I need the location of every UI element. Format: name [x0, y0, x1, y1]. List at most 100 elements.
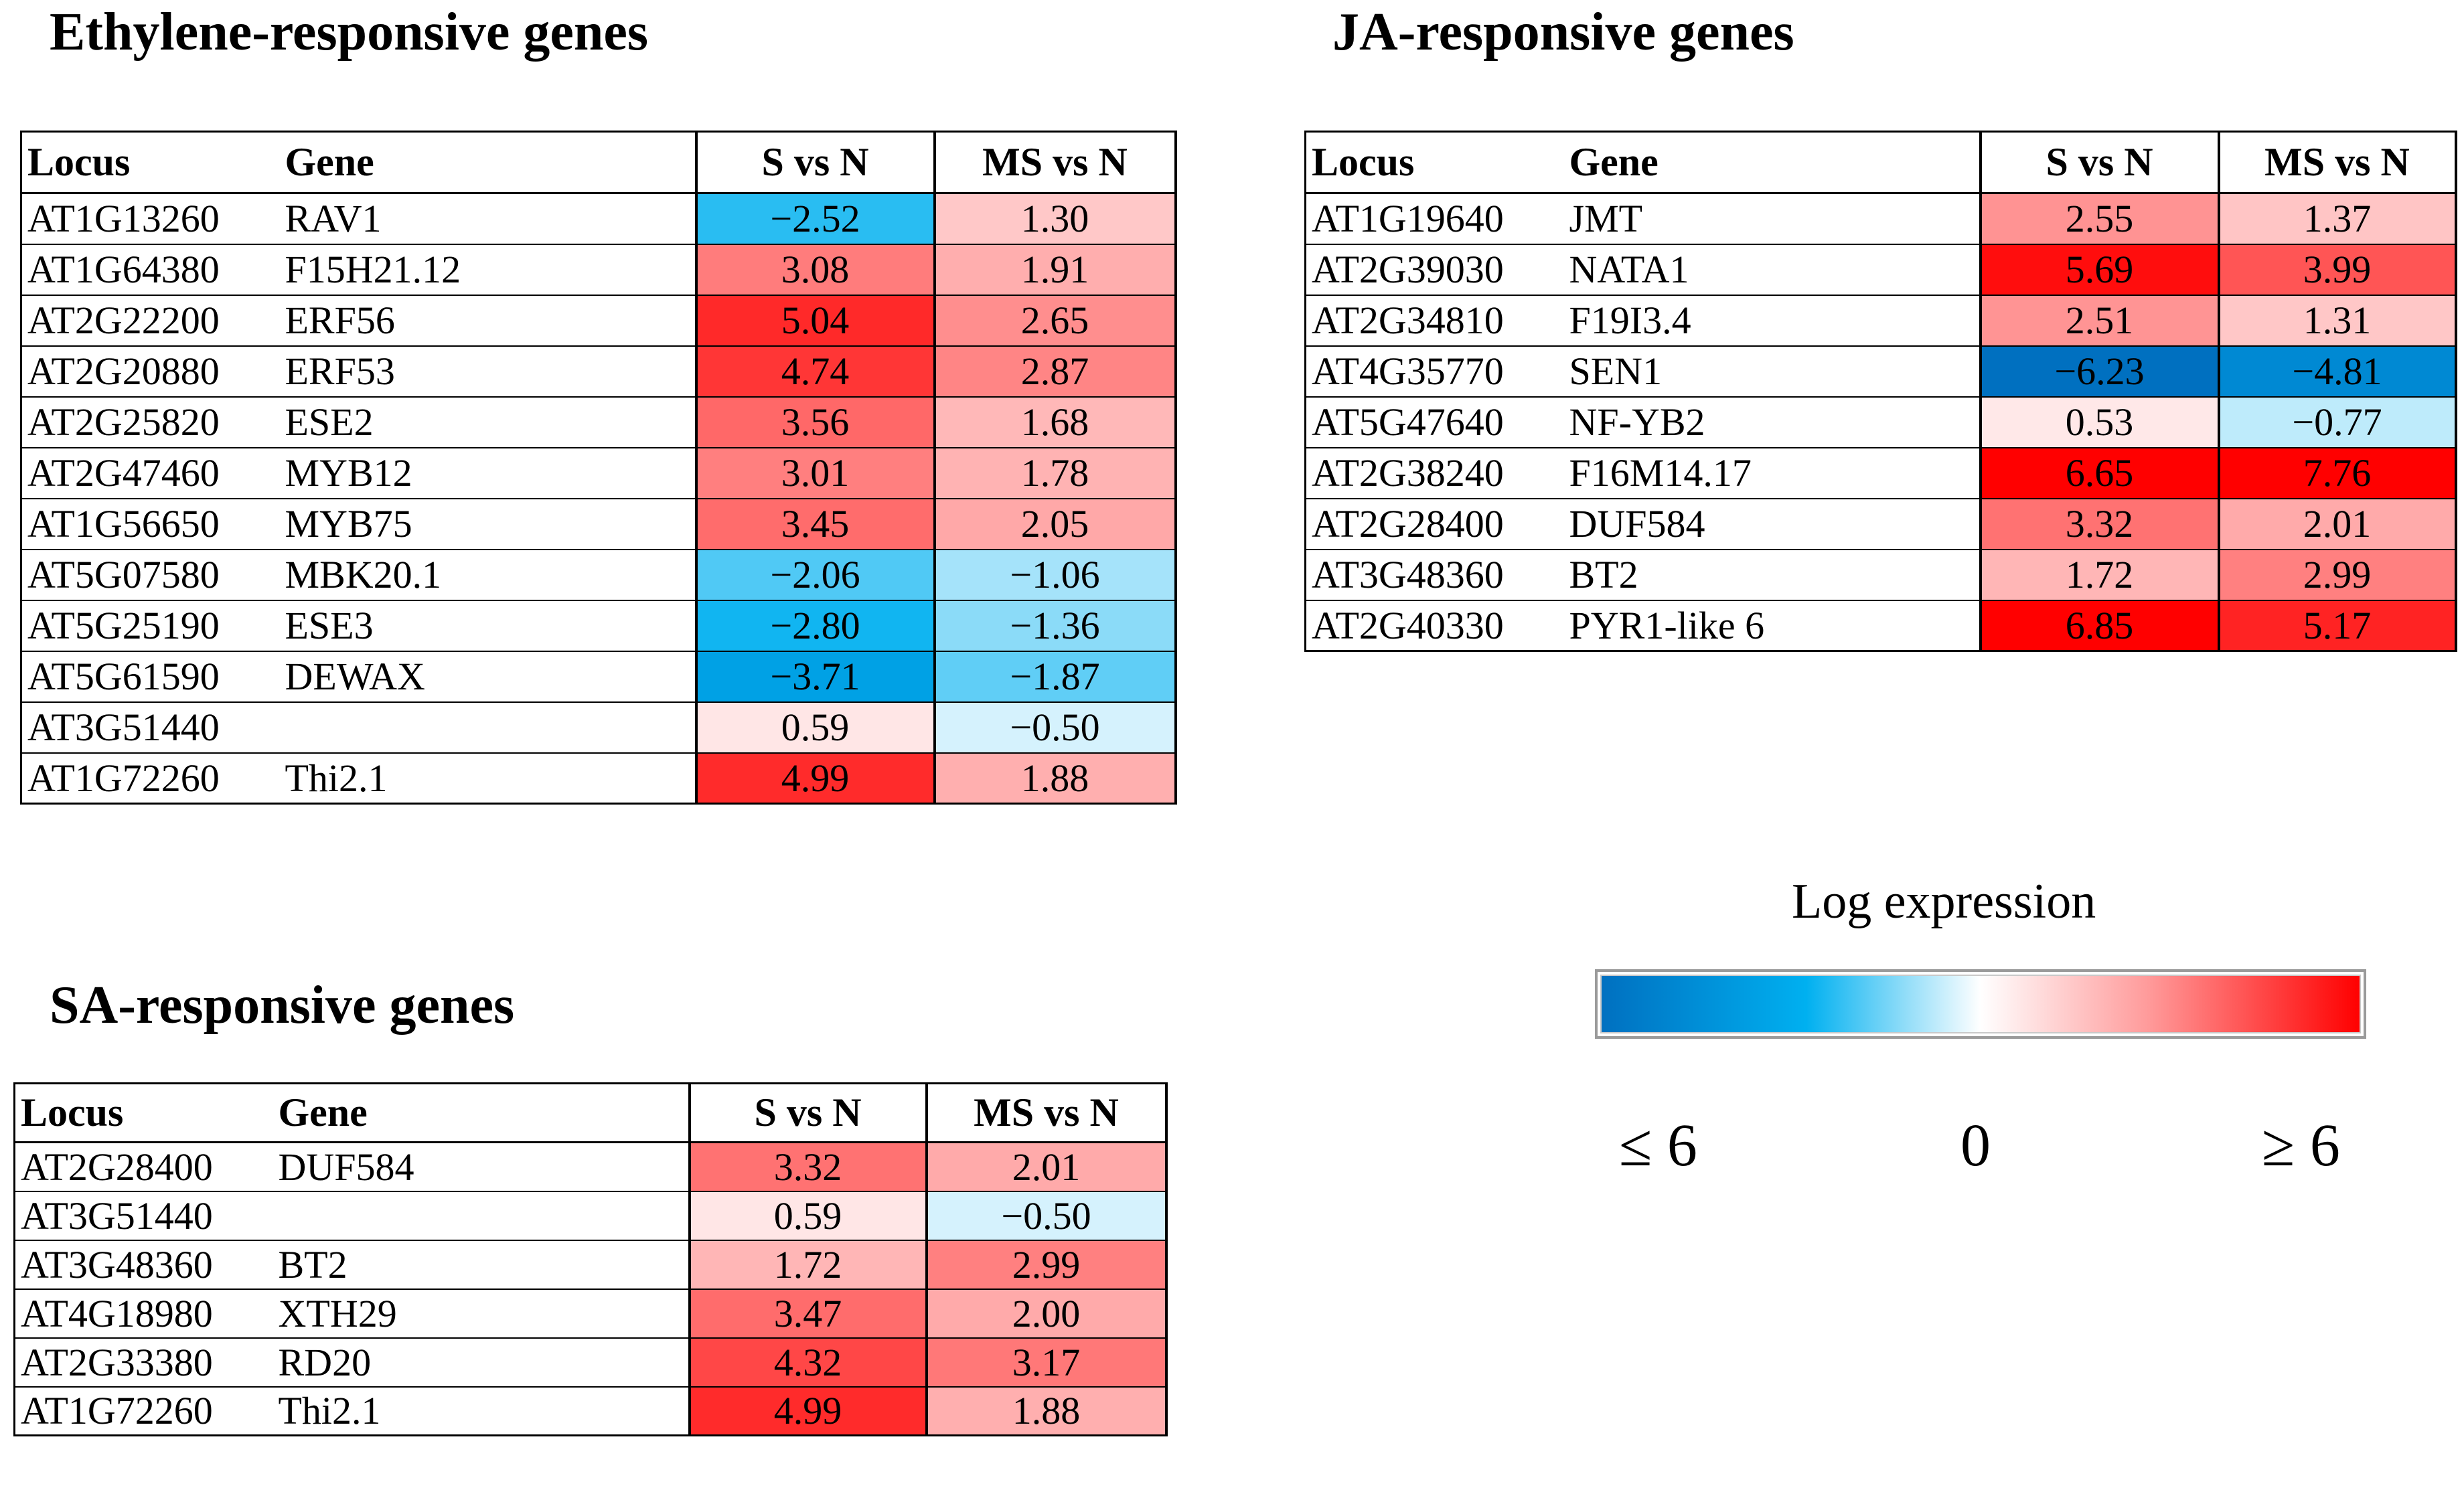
legend-mid-label: 0 — [1960, 1112, 1991, 1179]
legend-title: Log expression — [1792, 874, 2096, 929]
column-header-gene: Gene — [273, 1082, 690, 1143]
heat-cell-s-vs-n: −3.71 — [694, 651, 935, 703]
column-header-ms-vs-n: MS vs N — [925, 1082, 1168, 1143]
table-row: AT3G51440 0.59 −0.50 — [13, 1191, 1168, 1241]
table-row: AT2G40330 PYR1-like 6 6.85 5.17 — [1304, 600, 2457, 652]
table-row: AT2G47460 MYB12 3.01 1.78 — [20, 447, 1177, 499]
gene-cell: XTH29 — [273, 1288, 690, 1339]
locus-cell: AT3G51440 — [13, 1191, 273, 1241]
gene-cell: ERF53 — [279, 345, 696, 398]
ethylene-title: Ethylene-responsive genes — [50, 3, 649, 62]
column-header-locus: Locus — [1304, 131, 1564, 194]
gene-cell: MBK20.1 — [279, 549, 696, 601]
legend-color-bar — [1595, 969, 2366, 1039]
gene-cell: DUF584 — [273, 1142, 690, 1192]
sa-title: SA-responsive genes — [50, 976, 515, 1035]
heat-cell-ms-vs-n: 2.01 — [925, 1142, 1168, 1192]
heat-cell-s-vs-n: 5.04 — [694, 295, 935, 347]
table-row: AT1G19640 JMT 2.55 1.37 — [1304, 193, 2457, 245]
locus-cell: AT2G40330 — [1304, 600, 1564, 652]
heat-cell-ms-vs-n: 2.87 — [933, 345, 1177, 398]
heat-cell-s-vs-n: 3.47 — [688, 1288, 927, 1339]
legend-max-label: ≥ 6 — [2262, 1112, 2340, 1179]
table-row: AT1G72260 Thi2.1 4.99 1.88 — [13, 1386, 1168, 1436]
heat-cell-s-vs-n: 3.56 — [694, 396, 935, 448]
table-row: AT2G22200 ERF56 5.04 2.65 — [20, 295, 1177, 347]
column-header-s-vs-n: S vs N — [694, 131, 935, 194]
gene-cell: Thi2.1 — [273, 1386, 690, 1436]
gene-cell: DEWAX — [279, 651, 696, 703]
gene-cell: ERF56 — [279, 295, 696, 347]
locus-cell: AT3G48360 — [1304, 549, 1564, 601]
locus-cell: AT1G72260 — [20, 752, 280, 805]
ja-title: JA-responsive genes — [1332, 3, 1794, 62]
heat-cell-s-vs-n: 6.65 — [1979, 447, 2219, 499]
heat-cell-s-vs-n: 3.01 — [694, 447, 935, 499]
locus-cell: AT1G19640 — [1304, 193, 1564, 245]
heat-cell-ms-vs-n: 2.05 — [933, 498, 1177, 550]
heat-cell-s-vs-n: 2.51 — [1979, 295, 2219, 347]
locus-cell: AT5G25190 — [20, 600, 280, 652]
column-header-s-vs-n: S vs N — [688, 1082, 927, 1143]
table-row: AT5G61590 DEWAX −3.71 −1.87 — [20, 651, 1177, 703]
table-row: AT2G28400 DUF584 3.32 2.01 — [1304, 498, 2457, 550]
table-row: AT5G47640 NF-YB2 0.53 −0.77 — [1304, 396, 2457, 448]
locus-cell: AT1G72260 — [13, 1386, 273, 1436]
heat-cell-s-vs-n: 0.53 — [1979, 396, 2219, 448]
heat-cell-ms-vs-n: 1.91 — [933, 244, 1177, 296]
heat-cell-s-vs-n: 3.32 — [688, 1142, 927, 1192]
table-row: AT5G25190 ESE3 −2.80 −1.36 — [20, 600, 1177, 652]
heat-cell-ms-vs-n: 2.65 — [933, 295, 1177, 347]
gene-cell: RAV1 — [279, 193, 696, 245]
column-header-ms-vs-n: MS vs N — [933, 131, 1177, 194]
heat-cell-s-vs-n: 0.59 — [694, 701, 935, 754]
gene-cell — [279, 701, 696, 754]
sa-table: Locus Gene S vs N MS vs N AT2G28400 DUF584 3.… — [13, 1082, 1168, 1436]
table-row: AT1G72260 Thi2.1 4.99 1.88 — [20, 752, 1177, 805]
locus-cell: AT2G28400 — [1304, 498, 1564, 550]
heat-cell-ms-vs-n: 7.76 — [2217, 447, 2457, 499]
heat-cell-s-vs-n: −2.52 — [694, 193, 935, 245]
table-row: AT1G64380 F15H21.12 3.08 1.91 — [20, 244, 1177, 296]
table-row: AT3G48360 BT2 1.72 2.99 — [13, 1240, 1168, 1290]
heat-cell-s-vs-n: 1.72 — [1979, 549, 2219, 601]
heat-cell-ms-vs-n: −1.87 — [933, 651, 1177, 703]
gene-cell: DUF584 — [1563, 498, 1981, 550]
locus-cell: AT2G47460 — [20, 447, 280, 499]
gene-cell: PYR1-like 6 — [1563, 600, 1981, 652]
heat-cell-s-vs-n: 4.74 — [694, 345, 935, 398]
heat-cell-ms-vs-n: 1.37 — [2217, 193, 2457, 245]
locus-cell: AT2G38240 — [1304, 447, 1564, 499]
locus-cell: AT1G13260 — [20, 193, 280, 245]
heat-cell-ms-vs-n: 3.99 — [2217, 244, 2457, 296]
column-header-gene: Gene — [1563, 131, 1981, 194]
gene-cell: JMT — [1563, 193, 1981, 245]
gene-cell: BT2 — [1563, 549, 1981, 601]
table-row: AT2G25820 ESE2 3.56 1.68 — [20, 396, 1177, 448]
heat-cell-s-vs-n: −6.23 — [1979, 345, 2219, 398]
gene-cell: SEN1 — [1563, 345, 1981, 398]
heat-cell-ms-vs-n: 5.17 — [2217, 600, 2457, 652]
table-row: AT2G39030 NATA1 5.69 3.99 — [1304, 244, 2457, 296]
heat-cell-ms-vs-n: 1.31 — [2217, 295, 2457, 347]
legend-gradient — [1600, 975, 2361, 1033]
table-row: AT2G28400 DUF584 3.32 2.01 — [13, 1142, 1168, 1192]
locus-cell: AT2G22200 — [20, 295, 280, 347]
heat-cell-s-vs-n: −2.06 — [694, 549, 935, 601]
heat-cell-s-vs-n: 4.99 — [694, 752, 935, 805]
heat-cell-s-vs-n: 3.45 — [694, 498, 935, 550]
heat-cell-ms-vs-n: 3.17 — [925, 1337, 1168, 1388]
gene-cell — [273, 1191, 690, 1241]
locus-cell: AT2G25820 — [20, 396, 280, 448]
heat-cell-s-vs-n: −2.80 — [694, 600, 935, 652]
heat-cell-s-vs-n: 2.55 — [1979, 193, 2219, 245]
heat-cell-ms-vs-n: −4.81 — [2217, 345, 2457, 398]
heat-cell-s-vs-n: 4.99 — [688, 1386, 927, 1436]
table-row: AT3G48360 BT2 1.72 2.99 — [1304, 549, 2457, 601]
heat-cell-s-vs-n: 6.85 — [1979, 600, 2219, 652]
gene-cell: BT2 — [273, 1240, 690, 1290]
heat-cell-ms-vs-n: −1.36 — [933, 600, 1177, 652]
locus-cell: AT3G48360 — [13, 1240, 273, 1290]
gene-cell: ESE3 — [279, 600, 696, 652]
ethylene-table: Locus Gene S vs N MS vs N AT1G13260 RAV1 −2.5… — [20, 131, 1177, 805]
